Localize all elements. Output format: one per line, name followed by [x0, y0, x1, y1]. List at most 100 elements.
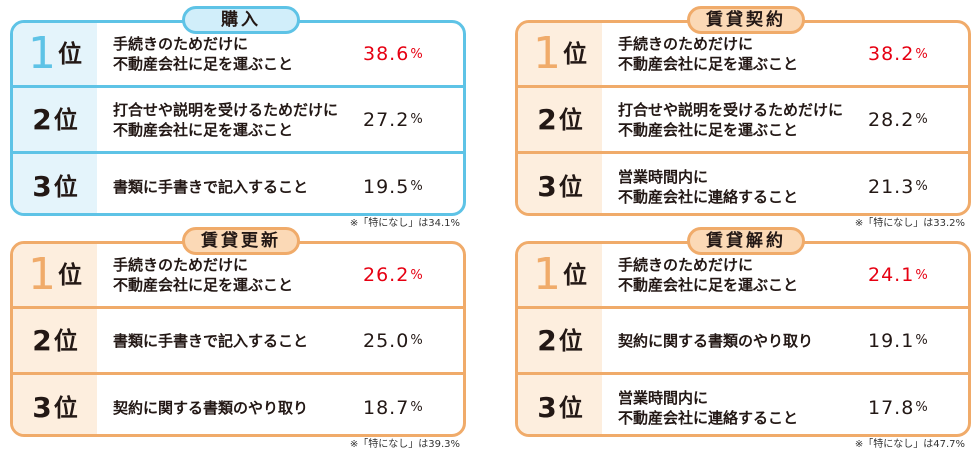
rank-suffix: 位: [563, 40, 587, 68]
rank-number: 2: [32, 102, 52, 136]
rank-number: 1: [533, 249, 561, 300]
item-percentage: 18.7%: [363, 375, 463, 434]
panel-title: 賃貸更新: [182, 227, 300, 255]
footnote: ※「特になし」は34.1%: [349, 218, 460, 229]
item-description: 営業時間内に 不動産会社に連絡すること: [618, 167, 799, 206]
percent-sign: %: [915, 400, 929, 415]
footnote: ※「特になし」は33.2%: [854, 218, 965, 229]
item-description: 手続きのためだけに 不動産会社に足を運ぶこと: [618, 256, 799, 294]
rank-suffix: 位: [53, 393, 78, 422]
rank-suffix: 位: [58, 40, 82, 68]
item-description: 書類に手書きで記入すること: [113, 177, 309, 196]
item-percentage: 25.0%: [363, 309, 463, 372]
percentage-value: 19.5: [363, 175, 410, 198]
item-description: 手続きのためだけに 不動産会社に足を運ぶこと: [113, 256, 294, 294]
item-description: 営業時間内に 不動産会社に連絡すること: [618, 388, 799, 427]
percent-sign: %: [915, 333, 929, 348]
item-percentage: 38.6%: [363, 23, 463, 85]
percentage-value: 38.2: [868, 43, 915, 65]
percent-sign: %: [915, 267, 929, 283]
item-description: 手続きのためだけに 不動産会社に足を運ぶこと: [618, 35, 799, 73]
rank-number: 2: [537, 323, 557, 357]
item-description: 契約に関する書類のやり取り: [113, 398, 309, 417]
rank-number: 3: [32, 390, 52, 424]
rank-suffix: 位: [558, 172, 583, 201]
item-percentage: 26.2%: [363, 244, 463, 306]
percentage-value: 18.7: [363, 396, 410, 419]
percent-sign: %: [915, 46, 929, 62]
rank-suffix: 位: [563, 261, 587, 289]
item-description: 契約に関する書類のやり取り: [618, 331, 814, 350]
rank-number: 1: [28, 249, 56, 300]
rank-suffix: 位: [558, 326, 583, 355]
footnote: ※「特になし」は47.7%: [854, 439, 965, 450]
rank-suffix: 位: [558, 105, 583, 134]
percent-sign: %: [410, 333, 424, 348]
percentage-value: 25.0: [363, 329, 410, 352]
percent-sign: %: [410, 112, 424, 127]
percentage-value: 26.2: [363, 264, 410, 286]
footnote: ※「特になし」は39.3%: [349, 439, 460, 450]
rank-number: 2: [32, 323, 52, 357]
percentage-value: 28.2: [868, 108, 915, 131]
item-description: 打合せや説明を受けるためだけに 不動産会社に足を運ぶこと: [618, 100, 844, 139]
rank-suffix: 位: [53, 326, 78, 355]
rank-number: 2: [537, 102, 557, 136]
rank-suffix: 位: [58, 261, 82, 289]
rank-suffix: 位: [558, 393, 583, 422]
panel-title: 購入: [182, 6, 300, 34]
rank-number: 3: [32, 169, 52, 203]
percent-sign: %: [410, 179, 424, 194]
item-percentage: 17.8%: [868, 375, 968, 434]
rank-number: 3: [537, 169, 557, 203]
percentage-value: 27.2: [363, 108, 410, 131]
item-percentage: 24.1%: [868, 244, 968, 306]
percentage-value: 21.3: [868, 175, 915, 198]
rank-suffix: 位: [53, 172, 78, 201]
panel-title: 賃貸解約: [687, 227, 805, 255]
rank-suffix: 位: [53, 105, 78, 134]
percentage-value: 24.1: [868, 264, 915, 286]
percentage-value: 19.1: [868, 329, 915, 352]
rank-number: 1: [28, 28, 56, 79]
rank-number: 3: [537, 390, 557, 424]
item-percentage: 19.1%: [868, 309, 968, 372]
item-description: 書類に手書きで記入すること: [113, 331, 309, 350]
percent-sign: %: [410, 400, 424, 415]
panel-title: 賃貸契約: [687, 6, 805, 34]
percentage-value: 38.6: [363, 43, 410, 65]
rank-number: 1: [533, 28, 561, 79]
percent-sign: %: [915, 179, 929, 194]
percent-sign: %: [410, 46, 424, 62]
item-description: 手続きのためだけに 不動産会社に足を運ぶこと: [113, 35, 294, 73]
percentage-value: 17.8: [868, 396, 915, 419]
item-percentage: 27.2%: [363, 88, 463, 151]
item-percentage: 21.3%: [868, 154, 968, 213]
